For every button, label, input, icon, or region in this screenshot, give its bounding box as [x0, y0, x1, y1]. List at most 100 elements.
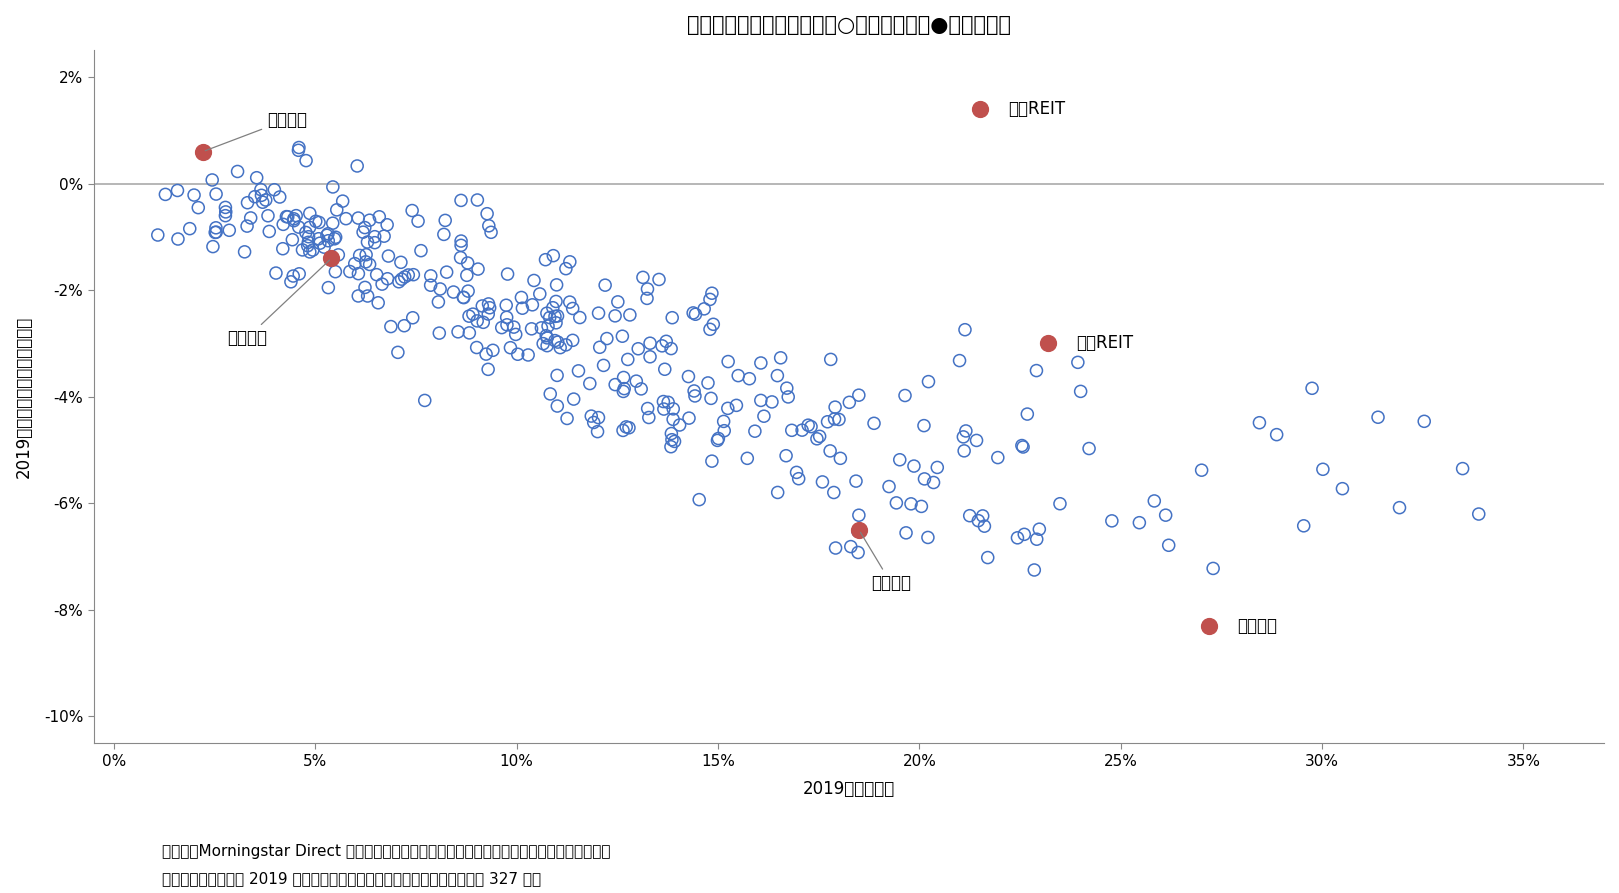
Point [675, 370, 701, 384]
Point [677, 411, 703, 425]
Point [1329, 481, 1355, 496]
Point [316, 280, 342, 295]
Point [508, 290, 534, 305]
Point [351, 280, 377, 295]
Point [602, 378, 628, 392]
Text: 外国株式: 外国株式 [1237, 617, 1277, 635]
Point [308, 236, 334, 250]
Point [975, 550, 1001, 564]
Point [657, 439, 683, 454]
Point [818, 352, 843, 366]
Point [1065, 355, 1091, 370]
Point [528, 321, 554, 335]
Point [954, 424, 979, 438]
Point [586, 340, 612, 355]
Point [805, 431, 831, 446]
Point [405, 214, 431, 229]
Point [189, 145, 215, 159]
Point [400, 204, 426, 218]
Point [876, 480, 902, 494]
Text: 国内REIT: 国内REIT [1009, 100, 1065, 118]
Point [534, 306, 560, 321]
Point [293, 154, 319, 168]
Point [411, 393, 437, 407]
Point [1035, 337, 1060, 351]
Point [241, 189, 267, 204]
Point [202, 187, 228, 201]
Point [282, 212, 308, 226]
Point [392, 319, 418, 333]
Point [698, 292, 724, 306]
Point [546, 335, 572, 349]
Point [683, 307, 709, 321]
Point [774, 381, 800, 396]
Point [623, 374, 649, 388]
Point [821, 412, 847, 426]
Point [682, 384, 708, 398]
Point [457, 309, 482, 323]
Point [560, 301, 586, 315]
X-axis label: 2019年の収益率: 2019年の収益率 [803, 780, 895, 797]
Point [497, 340, 523, 355]
Point [521, 273, 547, 288]
Point [594, 331, 620, 346]
Point [586, 411, 612, 425]
Point [584, 424, 610, 438]
Point [316, 234, 342, 248]
Point [520, 297, 546, 312]
Point [554, 338, 580, 352]
Point [847, 522, 873, 537]
Point [350, 225, 376, 239]
Point [1023, 532, 1049, 547]
Point [432, 213, 458, 228]
Point [361, 236, 387, 250]
Point [921, 475, 947, 489]
Point [322, 230, 348, 245]
Point [795, 418, 821, 432]
Point [646, 272, 672, 287]
Point [476, 296, 502, 311]
Point [353, 247, 379, 262]
Point [764, 485, 790, 499]
Point [667, 418, 693, 432]
Point [489, 321, 515, 335]
Point [345, 159, 371, 173]
Point [278, 275, 304, 289]
Point [479, 343, 505, 357]
Point [476, 363, 502, 377]
Point [614, 420, 640, 434]
Point [261, 182, 287, 196]
Point [822, 400, 848, 414]
Point [473, 347, 499, 362]
Point [474, 206, 500, 221]
Point [389, 272, 414, 287]
Point [656, 396, 682, 410]
Point [300, 243, 325, 257]
Point [701, 317, 727, 331]
Point [324, 203, 350, 217]
Point [1004, 530, 1030, 545]
Point [296, 230, 322, 244]
Point [659, 341, 685, 355]
Point [202, 221, 228, 235]
Point [515, 348, 541, 363]
Text: 外国債券: 外国債券 [227, 260, 330, 347]
Point [185, 201, 210, 215]
Point [346, 248, 372, 263]
Point [899, 497, 924, 511]
Point [235, 219, 261, 233]
Point [638, 350, 664, 364]
Point [542, 295, 568, 309]
Point [1412, 414, 1438, 429]
Point [751, 409, 777, 423]
Point [963, 433, 989, 447]
Point [253, 193, 278, 207]
Point [450, 290, 476, 305]
Point [541, 248, 567, 263]
Point [542, 309, 568, 323]
Point [884, 496, 910, 510]
Point [680, 305, 706, 320]
Point [534, 338, 560, 353]
Point [544, 399, 570, 413]
Point [1077, 441, 1103, 455]
